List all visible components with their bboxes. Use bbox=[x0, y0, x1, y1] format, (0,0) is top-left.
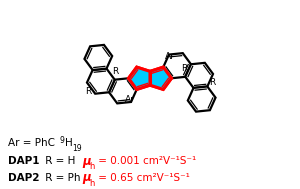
Text: = 0.001 cm²V⁻¹S⁻¹: = 0.001 cm²V⁻¹S⁻¹ bbox=[95, 156, 196, 166]
Text: DAP1: DAP1 bbox=[8, 156, 40, 166]
Polygon shape bbox=[109, 78, 137, 103]
Polygon shape bbox=[150, 67, 171, 89]
Polygon shape bbox=[150, 67, 171, 89]
Text: R: R bbox=[181, 64, 188, 73]
Text: H: H bbox=[65, 138, 73, 148]
Text: Ar = PhC: Ar = PhC bbox=[8, 138, 55, 148]
Text: R: R bbox=[112, 67, 119, 76]
Text: R: R bbox=[85, 87, 91, 95]
Text: 19: 19 bbox=[73, 144, 82, 153]
Polygon shape bbox=[188, 87, 215, 112]
Text: μ: μ bbox=[82, 155, 91, 168]
Text: Ar: Ar bbox=[165, 52, 175, 61]
Polygon shape bbox=[85, 45, 112, 70]
Text: 9: 9 bbox=[59, 136, 64, 145]
Text: h: h bbox=[89, 179, 95, 188]
Text: μ: μ bbox=[82, 171, 91, 184]
Polygon shape bbox=[163, 53, 191, 78]
Polygon shape bbox=[129, 67, 150, 89]
Text: DAP2: DAP2 bbox=[8, 173, 40, 183]
Text: = 0.65 cm²V⁻¹S⁻¹: = 0.65 cm²V⁻¹S⁻¹ bbox=[95, 173, 190, 183]
Polygon shape bbox=[185, 63, 213, 88]
Text: h: h bbox=[89, 162, 95, 171]
Text: R = Ph: R = Ph bbox=[42, 173, 84, 183]
Text: R: R bbox=[209, 78, 215, 87]
Text: Ar: Ar bbox=[125, 95, 135, 104]
Polygon shape bbox=[87, 69, 115, 94]
Text: R = H: R = H bbox=[42, 156, 79, 166]
Polygon shape bbox=[129, 67, 150, 89]
